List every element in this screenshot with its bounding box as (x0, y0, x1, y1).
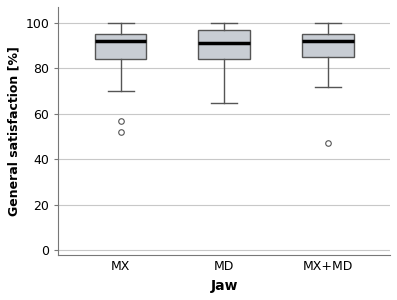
PathPatch shape (302, 34, 354, 57)
PathPatch shape (94, 34, 146, 59)
PathPatch shape (198, 30, 250, 59)
X-axis label: Jaw: Jaw (210, 279, 238, 293)
Y-axis label: General satisfaction [%]: General satisfaction [%] (7, 46, 20, 216)
